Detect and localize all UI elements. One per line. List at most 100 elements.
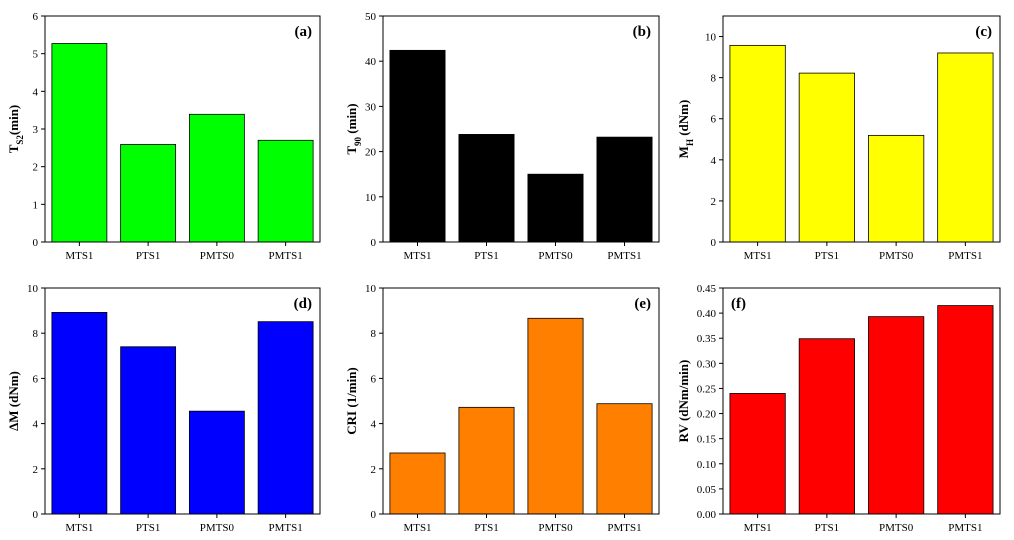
chart-d-xtick-label: PMTS0 [200, 522, 235, 534]
chart-e-ytick-label: 2 [371, 464, 377, 476]
chart-f-xtick-label: PMTS1 [948, 522, 982, 534]
chart-f-ytick-label: 0.45 [697, 283, 717, 295]
chart-b-xtick-label: PMTS1 [607, 250, 641, 262]
chart-b-panel-label: (b) [633, 24, 651, 40]
chart-b-ytick-label: 40 [365, 56, 377, 68]
chart-d-bar-pmts0 [188, 410, 245, 515]
chart-b-xtick-label: PMTS0 [538, 250, 573, 262]
chart-e-panel-label: (e) [634, 296, 651, 312]
chart-c-xtick-label: PMTS0 [879, 250, 914, 262]
chart-c-xtick-label: MTS1 [744, 250, 772, 262]
chart-a-ytick-label: 4 [33, 86, 39, 98]
chart-c-ylabel: MH (dNm) [676, 100, 695, 159]
chart-e-bar-pmts1 [596, 403, 653, 515]
chart-d-ytick-label: 8 [33, 328, 39, 340]
chart-f-ytick-label: 0.05 [697, 484, 717, 496]
chart-d-plot-frame [44, 287, 321, 515]
chart-a-ylabel-sub: S2 [15, 135, 25, 145]
chart-f-panel-label: (f) [731, 296, 746, 312]
chart-e-xtick-label: PMTS0 [538, 522, 573, 534]
chart-a-bar-pts1 [120, 144, 177, 243]
chart-b-ytick-label: 50 [365, 11, 377, 23]
chart-a-ytick-label: 5 [33, 49, 39, 61]
chart-d-ytick-label: 4 [33, 419, 39, 431]
chart-e-plot-frame [382, 287, 660, 515]
chart-e-xtick-label: PMTS1 [607, 522, 641, 534]
chart-f-ytick-label: 0.10 [697, 459, 717, 471]
chart-a-ytick-label: 1 [33, 199, 39, 211]
chart-c-xtick-label: PTS1 [815, 250, 839, 262]
chart-b-xtick-label: PTS1 [474, 250, 498, 262]
chart-a-bar-mts1 [51, 43, 108, 243]
chart-c: 0 2 4 6 8 10 MTS1 PTS1 PMTS0 PMTS1 (c) MH (dNm) [676, 15, 1001, 262]
chart-c-bar-pmts0 [868, 134, 925, 243]
chart-e: 0 2 4 6 8 10 MTS1 PTS1 PMTS0 PMTS1 (e) CRI (1/min) [344, 283, 660, 534]
chart-b-ytick-label: 20 [365, 147, 377, 159]
chart-a-ylabel: TS2(min) [6, 105, 25, 154]
chart-a-ytick-label: 0 [33, 237, 39, 249]
chart-c-bar-pts1 [798, 72, 855, 243]
chart-c-ytick-label: 8 [711, 73, 717, 85]
chart-e-ytick-label: 6 [371, 373, 377, 385]
chart-a-panel-label: (a) [295, 24, 313, 40]
chart-d: 0 2 4 6 8 10 MTS1 PTS1 PMTS0 PMTS1 (d) ΔM (dNm) [6, 283, 321, 534]
chart-d-ytick-label: 10 [27, 283, 39, 295]
chart-f-ytick-label: 0.25 [697, 383, 717, 395]
chart-a-ylabel-main: T [6, 144, 21, 153]
chart-b-ytick-label: 10 [365, 192, 377, 204]
chart-c-panel-label: (c) [975, 24, 992, 40]
chart-e-xtick-label: MTS1 [403, 522, 431, 534]
chart-b-plot-frame [382, 15, 660, 243]
chart-a-bar-pmts0 [188, 113, 245, 243]
chart-e-ytick-label: 4 [371, 419, 377, 431]
chart-d-ytick-label: 2 [33, 464, 39, 476]
chart-a-ytick-label: 6 [33, 11, 39, 23]
chart-d-panel-label: (d) [294, 296, 312, 312]
chart-f-ytick-label: 0.30 [697, 358, 717, 370]
chart-f-bar-mts1 [729, 393, 786, 515]
chart-f-ytick-label: 0.35 [697, 333, 717, 345]
chart-e-ytick-label: 10 [365, 283, 377, 295]
chart-b-bar-pmts1 [596, 136, 653, 243]
chart-d-ylabel-main: ΔM (dNm) [6, 371, 21, 431]
chart-f-ytick-label: 0.15 [697, 434, 717, 446]
chart-a-ylabel-tail: (min) [6, 105, 21, 135]
chart-f-ytick-label: 0.20 [697, 409, 717, 421]
chart-a-xtick-label: MTS1 [65, 250, 93, 262]
chart-f-xtick-label: MTS1 [744, 522, 772, 534]
chart-a-bar-pmts1 [257, 139, 314, 243]
chart-d-bar-pmts1 [257, 321, 314, 515]
chart-d-bar-mts1 [51, 312, 108, 515]
chart-d-xtick-label: PTS1 [136, 522, 160, 534]
chart-a-ytick-label: 3 [33, 124, 39, 136]
chart-c-ylabel-tail: (dNm) [676, 100, 691, 139]
chart-e-ylabel: CRI (1/min) [344, 367, 359, 435]
chart-e-ytick-label: 8 [371, 328, 377, 340]
chart-c-ytick-label: 4 [711, 155, 717, 167]
chart-c-ytick-label: 0 [711, 237, 717, 249]
chart-f-xtick-label: PTS1 [815, 522, 839, 534]
chart-c-ytick-label: 10 [705, 32, 717, 44]
chart-c-ylabel-main: M [676, 146, 691, 158]
chart-d-ytick-label: 0 [33, 509, 39, 521]
chart-f-xtick-label: PMTS0 [879, 522, 914, 534]
chart-c-bar-pmts1 [937, 52, 994, 243]
chart-f-bar-pts1 [798, 338, 855, 515]
chart-c-bar-mts1 [729, 44, 786, 243]
chart-e-bar-pts1 [458, 406, 515, 515]
chart-d-xtick-label: PMTS1 [269, 522, 303, 534]
chart-f-ylabel: RV (dNm/min) [676, 360, 691, 443]
chart-f-ytick-label: 0.40 [697, 308, 717, 320]
chart-d-xtick-label: MTS1 [65, 522, 93, 534]
chart-b-bar-pmts0 [527, 173, 584, 243]
chart-e-xtick-label: PTS1 [474, 522, 498, 534]
chart-c-plot-frame [722, 15, 1001, 243]
chart-b-bar-pts1 [458, 134, 515, 243]
chart-a-xtick-label: PMTS1 [269, 250, 303, 262]
chart-e-ylabel-main: CRI (1/min) [344, 367, 359, 435]
chart-f-bar-pmts1 [937, 305, 994, 515]
chart-b: 0 10 20 30 40 50 MTS1 PTS1 PMTS0 PMTS1 (b) T90 (min… [344, 11, 660, 262]
chart-f-ylabel-main: RV (dNm/min) [676, 360, 691, 443]
chart-c-ytick-label: 6 [711, 114, 717, 126]
